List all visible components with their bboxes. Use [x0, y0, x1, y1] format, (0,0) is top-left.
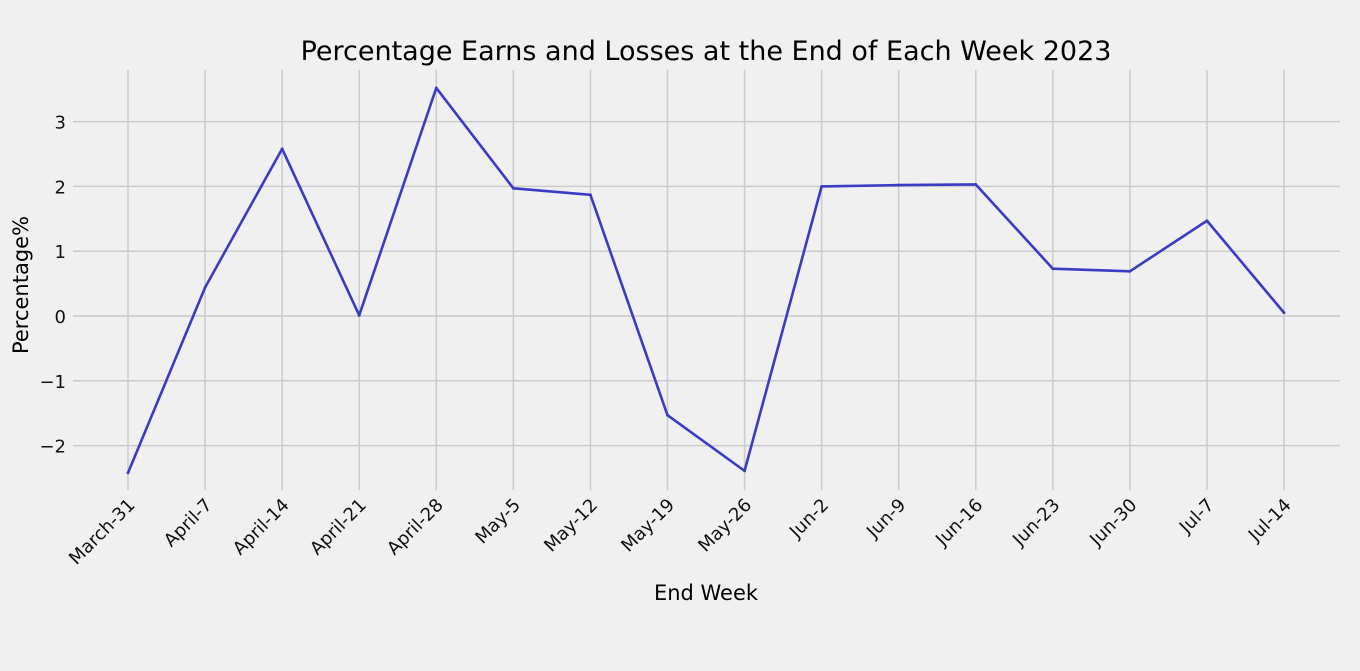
data-point: [203, 286, 207, 289]
data-point: [357, 313, 361, 317]
data-point: [820, 185, 824, 188]
x-tick-label: May-19: [617, 495, 679, 557]
y-tick-label: −1: [39, 372, 66, 393]
x-tick-label: April-28: [383, 495, 448, 560]
y-tick-label: 1: [55, 242, 66, 263]
x-tick-label: Jul-7: [1175, 495, 1219, 539]
data-point: [1282, 311, 1286, 315]
x-tick-label: Jun-2: [785, 495, 833, 543]
x-tick-label: March-31: [65, 495, 139, 569]
x-tick-label: April-14: [229, 495, 294, 560]
data-point: [589, 193, 592, 197]
data-point: [974, 183, 978, 186]
data-point: [743, 469, 746, 473]
x-tick-labels: March-31 April-7 April-14 April-21 April-28 M…: [65, 495, 1295, 569]
x-tick-label: Jul-14: [1244, 495, 1296, 547]
x-tick-label: May-26: [694, 495, 756, 557]
data-point: [511, 186, 515, 190]
data-point: [126, 471, 130, 475]
chart-title: Percentage Earns and Losses at the End o…: [301, 36, 1112, 67]
x-axis-label: End Week: [654, 581, 759, 605]
data-point: [1205, 219, 1209, 223]
y-axis-label: Percentage%: [9, 216, 33, 354]
y-tick-labels: −2 −1 0 1 2 3: [39, 113, 66, 458]
data-point: [666, 413, 669, 417]
x-tick-label: May-5: [471, 495, 525, 549]
x-tick-label: Jun-16: [931, 495, 987, 551]
series-line: [126, 86, 1286, 475]
x-tick-label: Jun-23: [1008, 495, 1064, 551]
x-tick-label: April-21: [306, 495, 371, 560]
x-tick-label: May-12: [540, 495, 602, 557]
data-point: [897, 183, 901, 187]
data-point: [1051, 267, 1055, 271]
y-tick-label: 2: [55, 177, 66, 198]
y-tick-label: −2: [39, 437, 66, 458]
data-point: [1128, 269, 1132, 273]
x-tick-label: Jun-9: [862, 495, 910, 543]
data-point: [434, 86, 438, 90]
data-point: [280, 147, 284, 151]
y-tick-label: 0: [55, 307, 66, 328]
grid: [73, 70, 1340, 490]
x-tick-label: Jun-30: [1085, 495, 1141, 551]
series-layer: [126, 86, 1286, 475]
x-tick-label: April-7: [160, 495, 217, 552]
y-tick-label: 3: [55, 113, 66, 134]
